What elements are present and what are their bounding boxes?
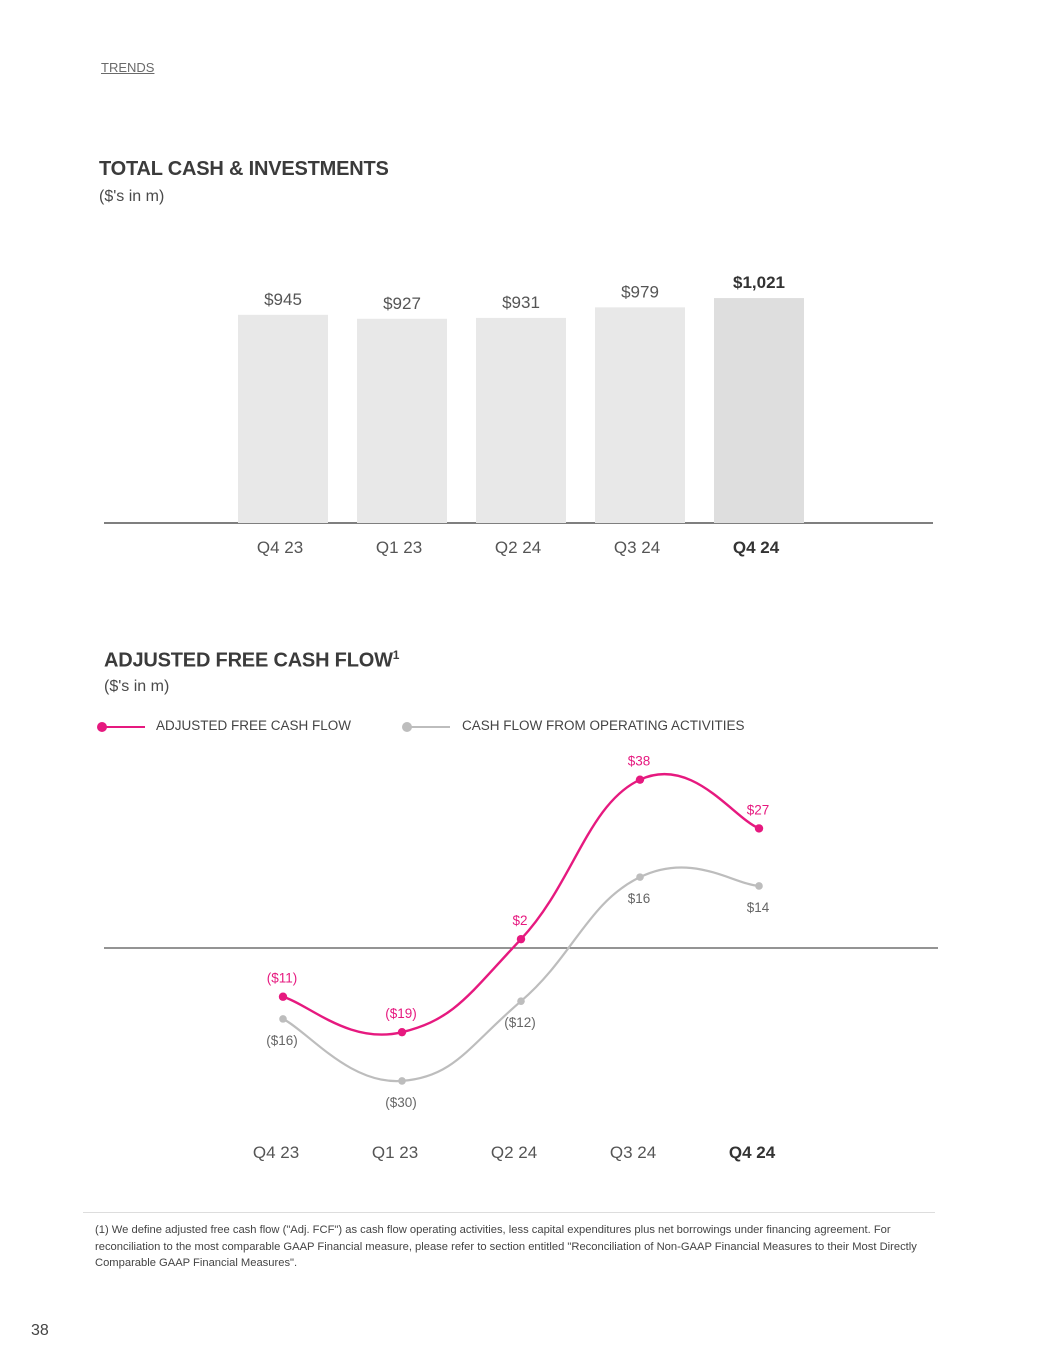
- cash-bar-chart: $945 Q4 23 $927 Q1 23 $931 Q2 24 $979 Q3 24 $1,0…: [104, 273, 933, 557]
- fcf-x-tick-label: Q3 24: [610, 1143, 656, 1162]
- operating-cf-point: [755, 882, 763, 890]
- cash-chart-title: TOTAL CASH & INVESTMENTS: [99, 158, 389, 180]
- operating-cf-data-label: ($12): [504, 1015, 536, 1030]
- cash-bar: [714, 298, 804, 523]
- cash-x-tick-label: Q4 24: [733, 538, 780, 557]
- cash-x-tick-label: Q3 24: [614, 538, 660, 557]
- adjusted-fcf-data-label: $2: [512, 913, 527, 928]
- fcf-legend: ADJUSTED FREE CASH FLOW CASH FLOW FROM O…: [96, 716, 896, 738]
- legend-line-operating: [407, 726, 450, 728]
- footnote-divider: [83, 1212, 935, 1213]
- footnote: (1) We define adjusted free cash flow ("…: [95, 1224, 917, 1269]
- legend-label-adjusted: ADJUSTED FREE CASH FLOW: [156, 718, 352, 733]
- cash-bar-value-label: $979: [621, 282, 659, 301]
- cash-bar: [238, 314, 328, 523]
- adjusted-fcf-point: [278, 992, 288, 1001]
- operating-cf-data-label: $16: [628, 891, 651, 906]
- operating-cf-data-label: $14: [747, 900, 770, 915]
- cash-bar-value-label: $931: [502, 293, 540, 312]
- operating-cf-point: [398, 1077, 406, 1085]
- fcf-footnote-marker: 1: [392, 648, 400, 662]
- cash-chart-subtitle: ($'s in m): [99, 188, 165, 205]
- page-number: 38: [31, 1322, 49, 1339]
- adjusted-fcf-data-label: ($11): [267, 971, 298, 986]
- cash-bar-value-label: $927: [383, 294, 421, 313]
- operating-cf-data-label: ($30): [385, 1095, 417, 1110]
- adjusted-fcf-data-label: $27: [747, 802, 770, 817]
- cash-bar: [357, 318, 447, 523]
- fcf-x-tick-label: Q4 24: [729, 1143, 776, 1162]
- fcf-x-tick-label: Q4 23: [253, 1143, 299, 1162]
- adjusted-fcf-point: [516, 934, 526, 944]
- operating-cf-line: [282, 866, 760, 1083]
- fcf-chart-title-text: ADJUSTED FREE CASH FLOW: [104, 649, 393, 672]
- operating-cf-point: [517, 997, 525, 1005]
- operating-cf-point: [636, 873, 644, 881]
- cash-x-tick-label: Q1 23: [376, 538, 422, 557]
- fcf-x-tick-label: Q1 23: [372, 1143, 418, 1162]
- operating-cf-data-label: ($16): [266, 1033, 298, 1048]
- fcf-x-tick-label: Q2 24: [491, 1143, 537, 1162]
- section-link-trends[interactable]: TRENDS: [101, 60, 155, 75]
- cash-bar: [595, 307, 685, 523]
- legend-line-adjusted: [102, 726, 145, 728]
- adjusted-fcf-point: [635, 775, 645, 784]
- adjusted-fcf-point: [754, 824, 764, 833]
- adjusted-fcf-data-label: $38: [628, 754, 651, 769]
- cash-bar: [476, 317, 566, 523]
- operating-cf-point: [279, 1015, 287, 1023]
- cash-x-tick-label: Q2 24: [495, 538, 541, 557]
- adjusted-fcf-line: [282, 772, 760, 1036]
- adjusted-fcf-data-label: ($19): [385, 1006, 417, 1021]
- fcf-chart-title: ADJUSTED FREE CASH FLOW1: [104, 648, 399, 673]
- cash-bar-value-label: $1,021: [733, 273, 785, 292]
- cash-x-tick-label: Q4 23: [257, 538, 303, 557]
- cash-bar-value-label: $945: [264, 290, 302, 309]
- legend-label-operating: CASH FLOW FROM OPERATING ACTIVITIES: [462, 718, 745, 733]
- fcf-chart-subtitle: ($'s in m): [104, 678, 170, 695]
- adjusted-fcf-point: [397, 1027, 407, 1037]
- fcf-line-chart: ($11) ($19) $2 $38 $27 ($16) ($30) ($12) $16 $14 Q…: [104, 754, 938, 1162]
